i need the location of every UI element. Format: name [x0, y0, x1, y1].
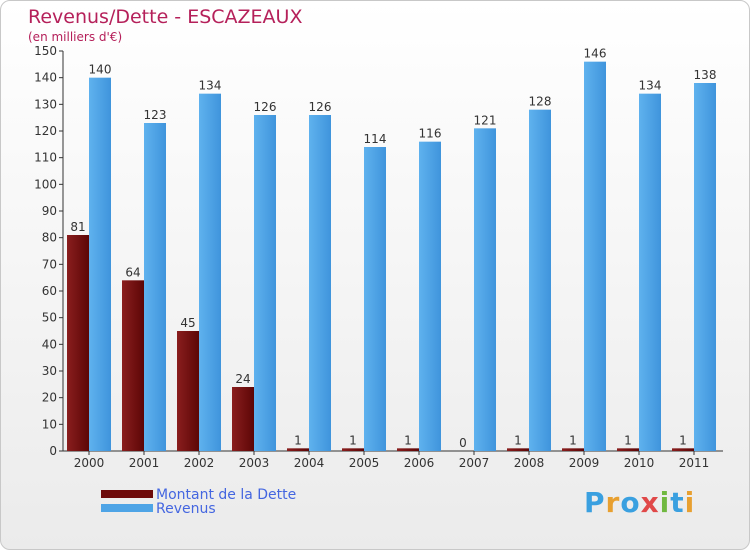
- x-tick-label: 2000: [74, 456, 105, 470]
- legend-swatch-revenus: [101, 504, 153, 512]
- x-tick-label: 2008: [514, 456, 545, 470]
- bar-revenus: [89, 77, 111, 452]
- chart-title: Revenus/Dette - ESCAZEAUX: [28, 6, 303, 28]
- y-tick-label: 30: [42, 364, 57, 378]
- data-label: 128: [529, 95, 552, 109]
- bar-revenus: [474, 128, 496, 451]
- bar-dette: [177, 331, 199, 451]
- y-tick-label: 130: [34, 97, 57, 111]
- y-tick-label: 0: [49, 444, 57, 458]
- bar-revenus: [584, 61, 606, 452]
- y-tick-label: 90: [42, 204, 57, 218]
- x-tick-label: 2001: [129, 456, 160, 470]
- data-label: 1: [624, 433, 632, 447]
- y-tick-label: 100: [34, 177, 57, 191]
- chart-axes: 0102030405060708090100110120130140150200…: [34, 44, 723, 470]
- bar-dette: [617, 448, 639, 451]
- data-label: 126: [309, 100, 332, 114]
- x-tick-label: 2010: [624, 456, 655, 470]
- data-label: 24: [235, 372, 250, 386]
- y-tick-label: 60: [42, 284, 57, 298]
- bar-dette: [562, 448, 584, 451]
- proxiti-logo: Proxiti: [584, 486, 696, 519]
- data-label: 146: [584, 47, 607, 61]
- bar-revenus: [639, 93, 661, 452]
- legend-label-revenus: Revenus: [156, 501, 216, 517]
- bar-dette: [67, 235, 89, 451]
- bar-revenus: [309, 115, 331, 451]
- data-label: 0: [459, 436, 467, 450]
- bar-dette: [397, 448, 419, 451]
- data-label: 134: [199, 79, 222, 93]
- data-label: 45: [180, 316, 195, 330]
- x-tick-label: 2004: [294, 456, 325, 470]
- data-label: 64: [125, 265, 140, 279]
- x-tick-label: 2003: [239, 456, 270, 470]
- data-label: 123: [144, 108, 167, 122]
- chart-legend: [101, 490, 153, 512]
- bar-revenus: [364, 147, 386, 451]
- data-label: 134: [639, 79, 662, 93]
- data-label: 116: [419, 127, 442, 141]
- y-tick-label: 80: [42, 231, 57, 245]
- x-tick-label: 2005: [349, 456, 380, 470]
- data-label: 1: [569, 433, 577, 447]
- data-label: 126: [254, 100, 277, 114]
- bar-dette: [672, 448, 694, 451]
- legend-label-dette: Montant de la Dette: [156, 487, 297, 503]
- data-label: 1: [679, 433, 687, 447]
- legend-swatch-dette: [101, 490, 153, 498]
- y-tick-label: 70: [42, 257, 57, 271]
- data-label: 1: [349, 433, 357, 447]
- data-label: 121: [474, 113, 497, 127]
- bar-revenus: [144, 123, 166, 451]
- y-tick-label: 10: [42, 417, 57, 431]
- y-tick-label: 120: [34, 124, 57, 138]
- x-tick-label: 2006: [404, 456, 435, 470]
- y-tick-label: 40: [42, 337, 57, 351]
- x-tick-label: 2009: [569, 456, 600, 470]
- data-label: 138: [694, 68, 717, 82]
- data-label: 114: [364, 132, 387, 146]
- bar-dette: [232, 387, 254, 451]
- data-label: 1: [514, 433, 522, 447]
- y-tick-label: 150: [34, 44, 57, 58]
- chart-bars: [67, 61, 716, 452]
- bar-revenus: [419, 141, 441, 451]
- data-label: 1: [294, 433, 302, 447]
- data-label: 81: [70, 220, 85, 234]
- chart-subtitle: (en milliers d'€): [28, 30, 123, 44]
- y-tick-label: 20: [42, 391, 57, 405]
- y-tick-label: 50: [42, 311, 57, 325]
- y-tick-label: 110: [34, 151, 57, 165]
- x-tick-label: 2007: [459, 456, 490, 470]
- data-label: 1: [404, 433, 412, 447]
- bar-revenus: [199, 93, 221, 452]
- bar-dette: [342, 448, 364, 451]
- y-tick-label: 140: [34, 71, 57, 85]
- bar-revenus: [694, 83, 716, 451]
- bar-dette: [507, 448, 529, 451]
- bar-dette: [122, 280, 144, 451]
- bar-revenus: [529, 109, 551, 452]
- data-label: 140: [89, 63, 112, 77]
- bar-dette: [287, 448, 309, 451]
- bar-revenus: [254, 115, 276, 451]
- x-tick-label: 2002: [184, 456, 215, 470]
- chart-data-labels: 81 140 64 123 45 134 24 126 1 126 1 114 1 116 0 121 1 128…: [70, 47, 716, 450]
- x-tick-label: 2011: [679, 456, 710, 470]
